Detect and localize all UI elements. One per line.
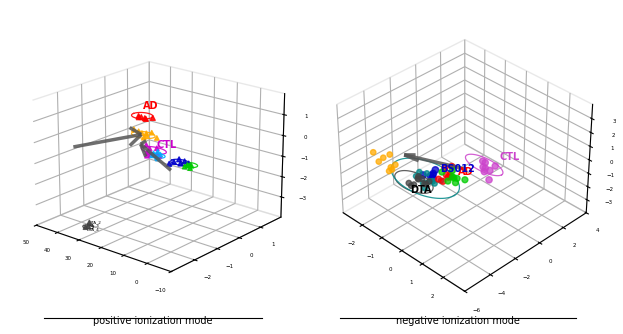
Text: positive ionization mode: positive ionization mode <box>93 316 212 326</box>
Text: negative ionization mode: negative ionization mode <box>396 316 520 326</box>
